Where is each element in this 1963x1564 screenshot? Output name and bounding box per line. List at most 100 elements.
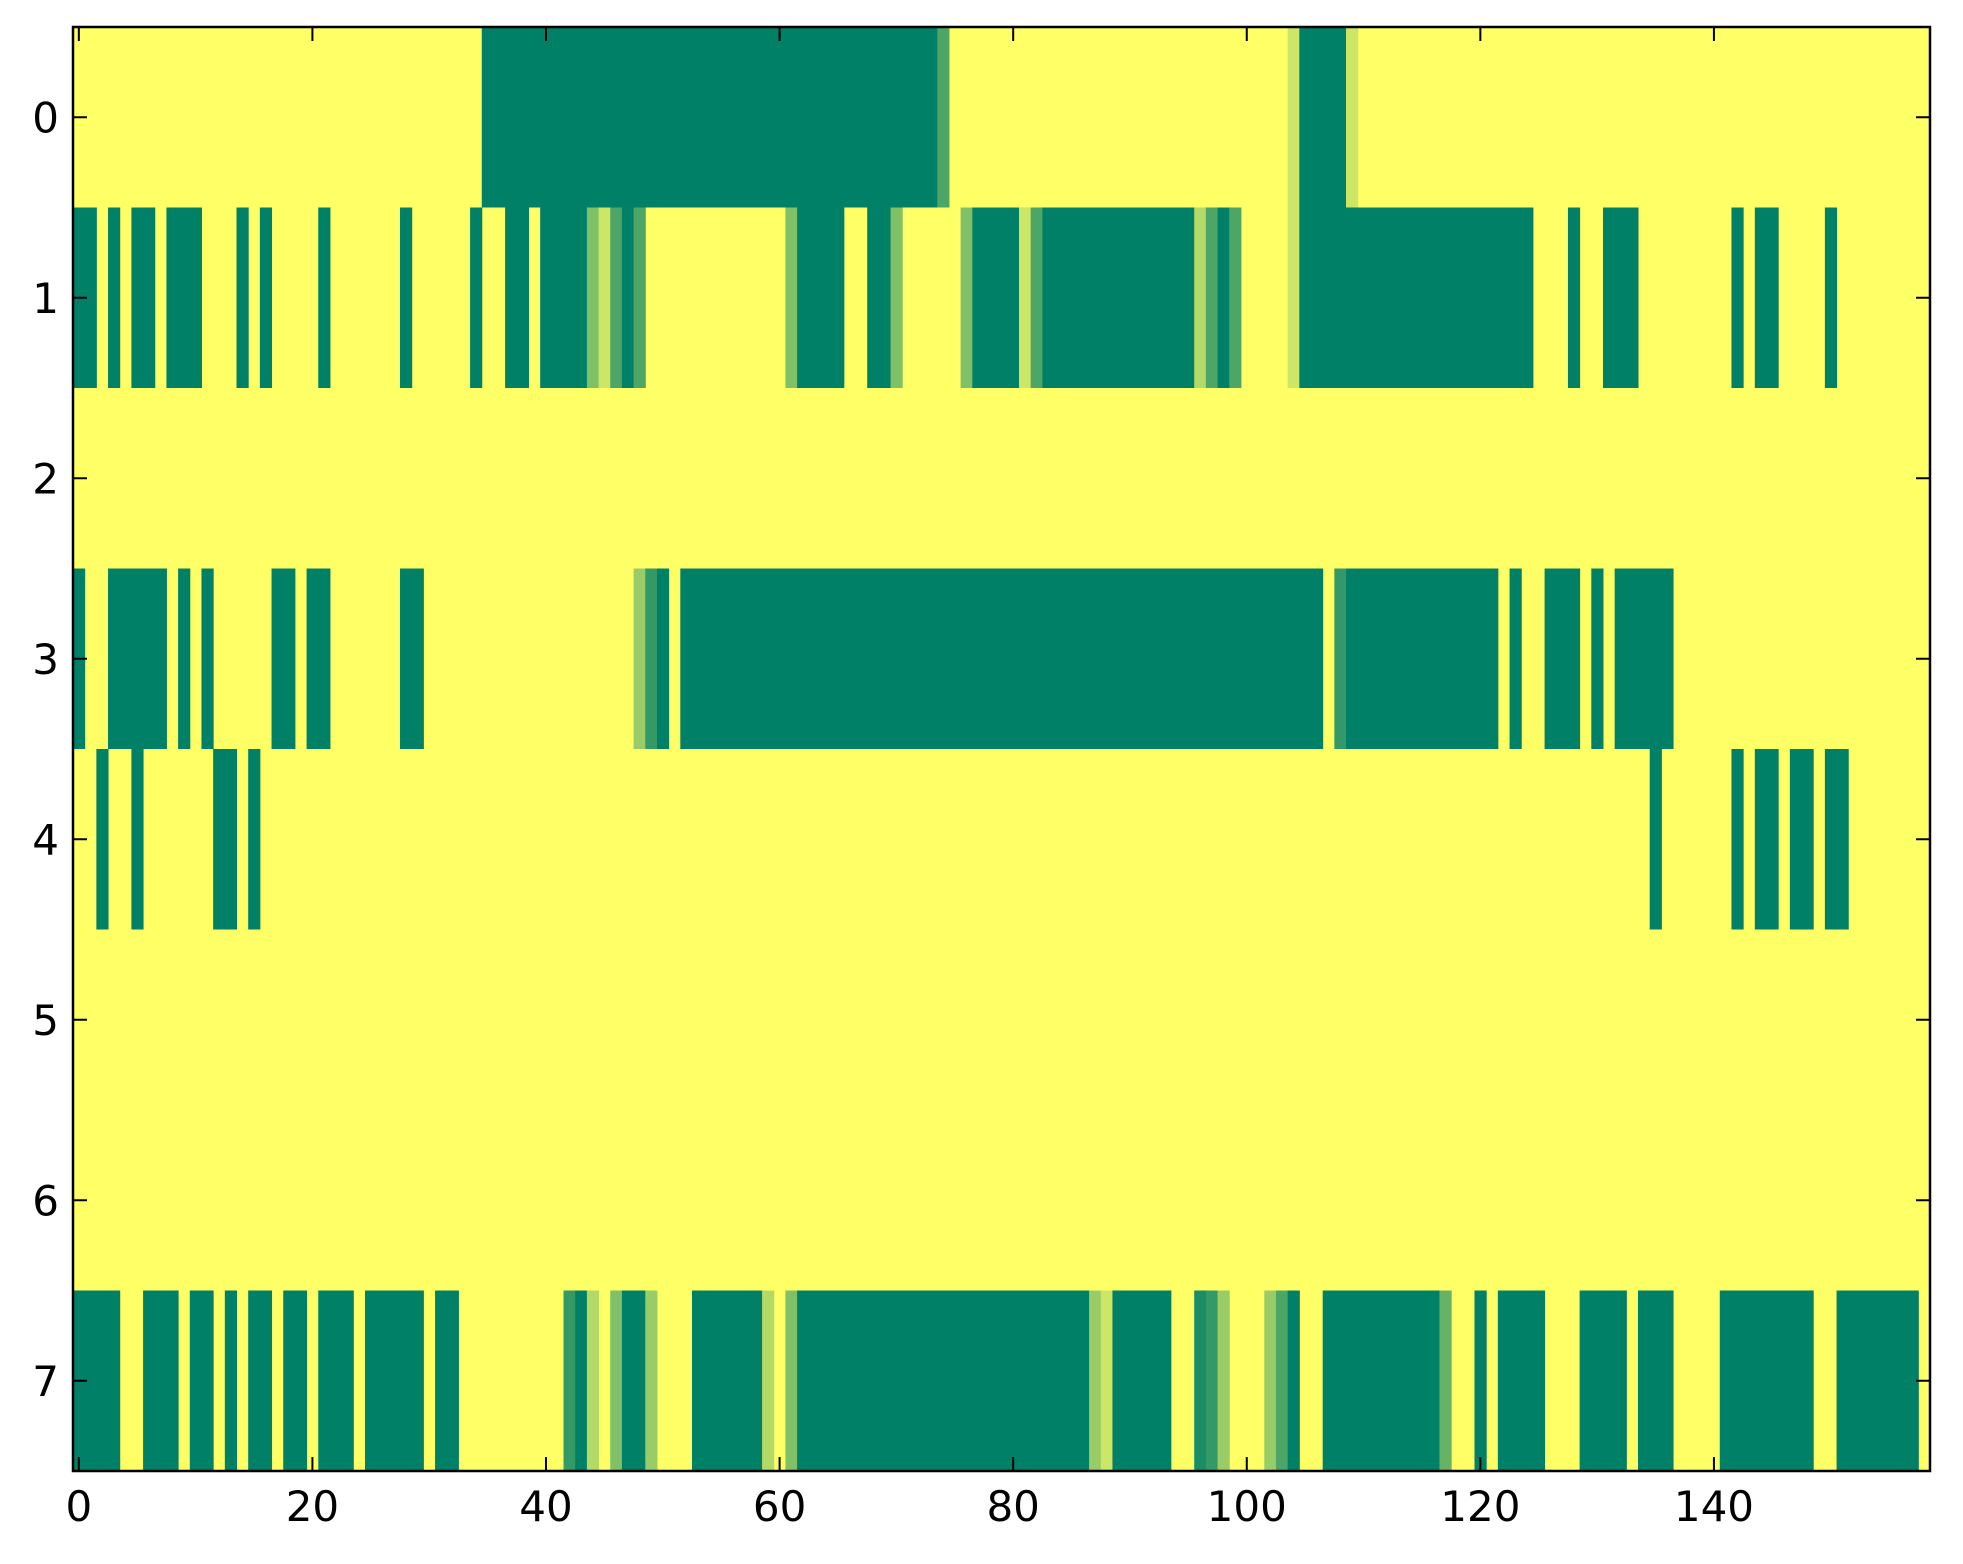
- heatmap-cell-run: [108, 568, 167, 750]
- x-tick-label: 120: [1440, 1482, 1520, 1531]
- heatmap-cell-run: [318, 207, 331, 389]
- heatmap-cell-run: [890, 207, 903, 389]
- heatmap-cell-run: [1567, 207, 1581, 389]
- heatmap-cell-run: [1439, 1290, 1452, 1472]
- heatmap-cell-run: [633, 568, 646, 750]
- y-tick-label: 7: [32, 1357, 59, 1406]
- heatmap-cell-run: [1731, 749, 1744, 930]
- heatmap-cell-run: [645, 1290, 658, 1472]
- y-tick-label: 6: [32, 1176, 59, 1225]
- heatmap-row-5: [73, 929, 1930, 1111]
- heatmap-cell-run: [785, 1290, 798, 1472]
- heatmap-cell-run: [1474, 1290, 1487, 1472]
- heatmap-cell-run: [1042, 207, 1195, 389]
- heatmap-cell-run: [364, 1290, 424, 1472]
- heatmap-cell-run: [1824, 207, 1838, 389]
- heatmap-cell-run: [656, 568, 670, 750]
- heatmap-cell-run: [108, 207, 121, 389]
- heatmap-cell-run: [400, 207, 413, 389]
- heatmap-cell-run: [1275, 1290, 1289, 1472]
- heatmap-cell-run: [1346, 27, 1359, 208]
- heatmap-cell-run: [586, 1290, 600, 1472]
- x-tick-label: 40: [519, 1482, 572, 1531]
- heatmap-cell-run: [1287, 27, 1300, 208]
- heatmap-cell-run: [1614, 568, 1674, 750]
- y-tick-label: 2: [32, 454, 59, 503]
- heatmap-cell-run: [1194, 1290, 1207, 1472]
- heatmap-cell-run: [1579, 1290, 1627, 1472]
- heatmap-cell-run: [598, 207, 611, 389]
- heatmap-cell-run: [762, 1290, 775, 1472]
- x-tick-label: 140: [1674, 1482, 1754, 1531]
- heatmap-cell-run: [1789, 749, 1814, 930]
- heatmap-cell-run: [563, 1290, 576, 1472]
- heatmap-cell-run: [680, 568, 1324, 750]
- tick-labels: 0 20 40 60 80 100 120 140 0 1 2 3 4 5 6 7: [32, 93, 1754, 1531]
- heatmap-cell-run: [1100, 1290, 1113, 1472]
- x-tick-label: 60: [753, 1482, 806, 1531]
- heatmap-cell-run: [1719, 1290, 1791, 1472]
- heatmap-cell-run: [1731, 207, 1744, 389]
- heatmap-cell-run: [1030, 207, 1043, 389]
- heatmap-cell-run: [166, 207, 202, 389]
- heatmap-cell-run: [1334, 568, 1347, 750]
- heatmap-cell-run: [645, 568, 658, 750]
- heatmap-cell-run: [1229, 207, 1242, 389]
- heatmap-cell-run: [131, 749, 144, 930]
- heatmap-row-2: [73, 388, 1930, 569]
- x-tick-label: 0: [65, 1482, 92, 1531]
- y-tick-label: 1: [32, 274, 59, 323]
- heatmap-cell-run: [224, 1290, 238, 1472]
- heatmap-cell-run: [1194, 207, 1207, 389]
- heatmap-cell-run: [1754, 749, 1779, 930]
- heatmap-cell-run: [937, 27, 950, 208]
- axis-ticks: [73, 27, 1930, 1471]
- heatmap-cell-run: [1205, 1290, 1219, 1472]
- heatmap-cell-run: [213, 749, 238, 930]
- heatmap-cell-run: [621, 207, 635, 389]
- heatmap-cell-run: [1264, 1290, 1277, 1472]
- heatmap-cell-run: [259, 207, 273, 389]
- heatmap-cell-run: [586, 207, 600, 389]
- x-tick-label: 20: [286, 1482, 339, 1531]
- heatmap-cell-run: [248, 1290, 273, 1472]
- heatmap-cell-run: [1217, 1290, 1230, 1472]
- heatmap-cell-run: [575, 1290, 588, 1472]
- heatmap-cell-run: [1638, 1290, 1674, 1472]
- heatmap-row-4: [73, 749, 1930, 930]
- heatmap-cell-run: [540, 207, 588, 389]
- heatmap-cell-run: [201, 568, 214, 750]
- heatmap-cell-run: [1089, 1290, 1102, 1472]
- heatmap-cell-run: [1322, 1290, 1440, 1472]
- heatmap-cell-run: [867, 207, 892, 389]
- heatmap-cell-run: [1591, 568, 1604, 750]
- heatmap-cell-run: [96, 749, 109, 930]
- heatmap-cell-run: [1836, 1290, 1919, 1472]
- heatmap-cell-run: [505, 207, 529, 389]
- heatmap-cell-run: [633, 207, 646, 389]
- heatmap-cell-run: [1019, 207, 1032, 389]
- heatmap-cell-run: [189, 1290, 214, 1472]
- heatmap-cell-run: [621, 1290, 646, 1472]
- heatmap-cell-run: [306, 568, 331, 750]
- heatmap-cell-run: [785, 207, 798, 389]
- heatmap-cell-run: [400, 568, 424, 750]
- plot-frame: [71, 25, 1932, 1473]
- heatmap-row-6: [73, 1110, 1930, 1291]
- heatmap-cells: [73, 27, 1930, 1472]
- heatmap-cell-run: [236, 207, 249, 389]
- heatmap-cell-run: [1544, 568, 1581, 750]
- x-tick-label: 80: [986, 1482, 1039, 1531]
- heatmap-cell-run: [435, 1290, 459, 1472]
- y-tick-label: 5: [32, 996, 59, 1045]
- heatmap-cell-run: [143, 1290, 179, 1472]
- heatmap-cell-run: [1346, 568, 1499, 750]
- heatmap-cell-run: [1299, 27, 1347, 208]
- heatmap-cell-run: [1509, 568, 1522, 750]
- heatmap-cell-run: [481, 27, 938, 208]
- heatmap-cell-run: [271, 568, 296, 750]
- heatmap-cell-run: [283, 1290, 308, 1472]
- x-tick-label: 100: [1207, 1482, 1287, 1531]
- heatmap-cell-run: [1287, 1290, 1300, 1472]
